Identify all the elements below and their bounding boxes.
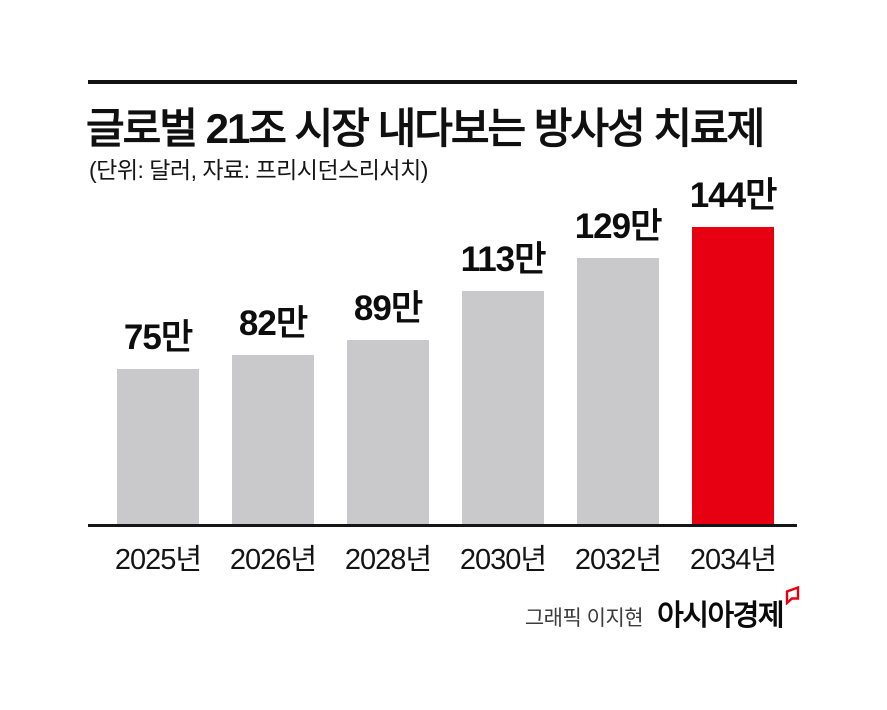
- x-axis-label: 2034년: [689, 544, 777, 576]
- brand-logo: 아시아경제: [657, 586, 800, 634]
- x-axis-label: 2032년: [574, 544, 662, 576]
- x-axis-label: 2025년: [114, 544, 202, 576]
- x-axis-label: 2028년: [344, 544, 432, 576]
- x-axis-label: 2026년: [229, 544, 317, 576]
- bar-group: 75만: [117, 309, 199, 524]
- bar-group: 113만: [460, 231, 547, 524]
- bar: [117, 369, 199, 524]
- bar-value-label: 144만: [689, 176, 778, 215]
- bar-highlighted: [692, 227, 774, 524]
- x-axis-label: 2030년: [459, 544, 547, 576]
- bar: [577, 258, 659, 524]
- bar-group: 82만: [232, 295, 314, 524]
- bar-value-label: 113만: [460, 240, 547, 279]
- x-axis-line: [88, 524, 797, 527]
- bar-group: 89만: [347, 280, 429, 524]
- bar-chart: 75만 82만 89만 113만 129만 144만: [88, 176, 797, 527]
- bar-value-label: 75만: [123, 318, 193, 357]
- top-rule: [88, 80, 797, 84]
- footer-credit-line: 그래픽 이지현 아시아경제: [524, 586, 800, 634]
- bar-value-label: 129만: [574, 207, 663, 246]
- page-title: 글로벌 21조 시장 내다보는 방사성 치료제: [86, 105, 765, 152]
- brand-flag-icon: [785, 586, 800, 605]
- bar: [462, 291, 544, 524]
- graphic-credit: 그래픽 이지현: [524, 607, 644, 630]
- bar: [232, 355, 314, 524]
- unit-source-note: (단위: 달러, 자료: 프리시던스리서치): [89, 157, 428, 183]
- brand-logotype: 아시아경제: [657, 600, 784, 632]
- bar-value-label: 82만: [238, 304, 308, 343]
- x-axis-labels: 2025년 2026년 2028년 2030년 2032년 2034년: [88, 536, 797, 576]
- bar: [347, 340, 429, 524]
- bar-group: 129만: [574, 198, 663, 524]
- bar-group: 144만: [689, 167, 778, 524]
- bar-value-label: 89만: [353, 289, 423, 328]
